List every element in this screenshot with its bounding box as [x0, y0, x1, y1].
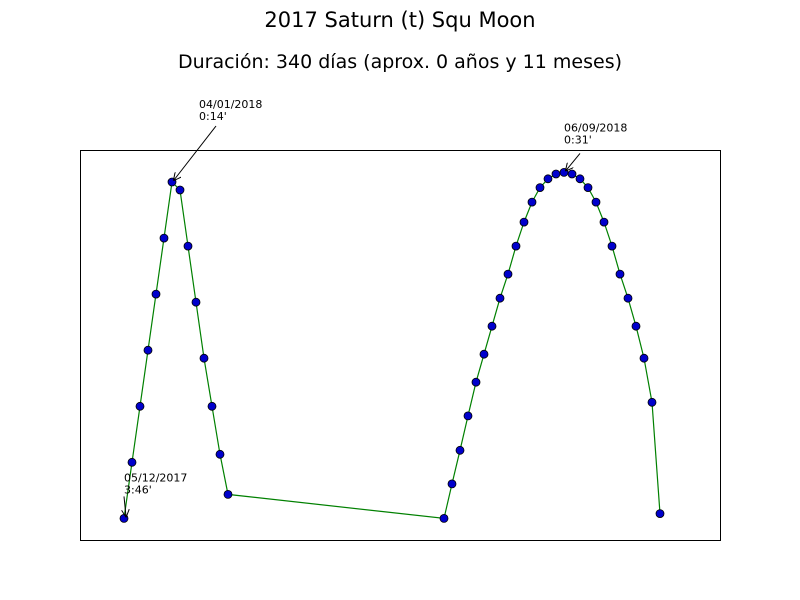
data-point [535, 183, 545, 193]
data-point [455, 445, 465, 455]
data-point [439, 514, 449, 523]
data-point [607, 241, 617, 251]
data-point [567, 169, 577, 179]
data-point [583, 183, 593, 193]
data-point [215, 449, 225, 459]
series-line [123, 171, 661, 520]
data-point [655, 509, 665, 518]
data-point [503, 269, 513, 279]
data-point [575, 174, 585, 184]
data-point [207, 401, 217, 411]
data-point [143, 345, 153, 355]
data-point [471, 377, 481, 387]
data-point [447, 479, 457, 489]
annotation-value: 0:31' [564, 133, 592, 146]
data-point [543, 174, 553, 184]
data-point [615, 269, 625, 279]
data-point [511, 241, 521, 251]
annotation-arrow [174, 125, 217, 180]
annotation-arrow [124, 496, 126, 516]
data-point [183, 241, 193, 251]
data-point [647, 397, 657, 407]
data-point [639, 353, 649, 363]
data-point [623, 293, 633, 303]
data-point [191, 297, 201, 307]
chart-subtitle: Duración: 340 días (aprox. 0 años y 11 m… [177, 51, 623, 73]
data-point [519, 217, 529, 227]
data-point [551, 169, 561, 179]
annotation-value: 3:46' [124, 483, 152, 496]
data-point [127, 457, 137, 467]
data-point [631, 321, 641, 331]
annotation-date: 05/12/2017 [124, 471, 187, 484]
series-layer [119, 167, 665, 523]
data-point [223, 489, 233, 499]
data-point [527, 197, 537, 207]
data-point [599, 217, 609, 227]
data-point [135, 401, 145, 411]
data-point [151, 289, 161, 299]
data-point [199, 353, 209, 363]
data-point [463, 411, 473, 421]
annotation-date: 06/09/2018 [564, 121, 627, 134]
data-point [487, 321, 497, 331]
data-point [591, 197, 601, 207]
data-point [159, 233, 169, 243]
annotation-arrow [566, 153, 581, 170]
data-point [119, 514, 129, 523]
chart-title: 2017 Saturn (t) Squ Moon [264, 8, 536, 32]
data-point [479, 349, 489, 359]
annotation-value: 0:14' [199, 110, 227, 123]
data-point [495, 293, 505, 303]
plot-frame [80, 150, 721, 541]
data-point [175, 185, 185, 195]
annotation-date: 04/01/2018 [199, 98, 262, 111]
